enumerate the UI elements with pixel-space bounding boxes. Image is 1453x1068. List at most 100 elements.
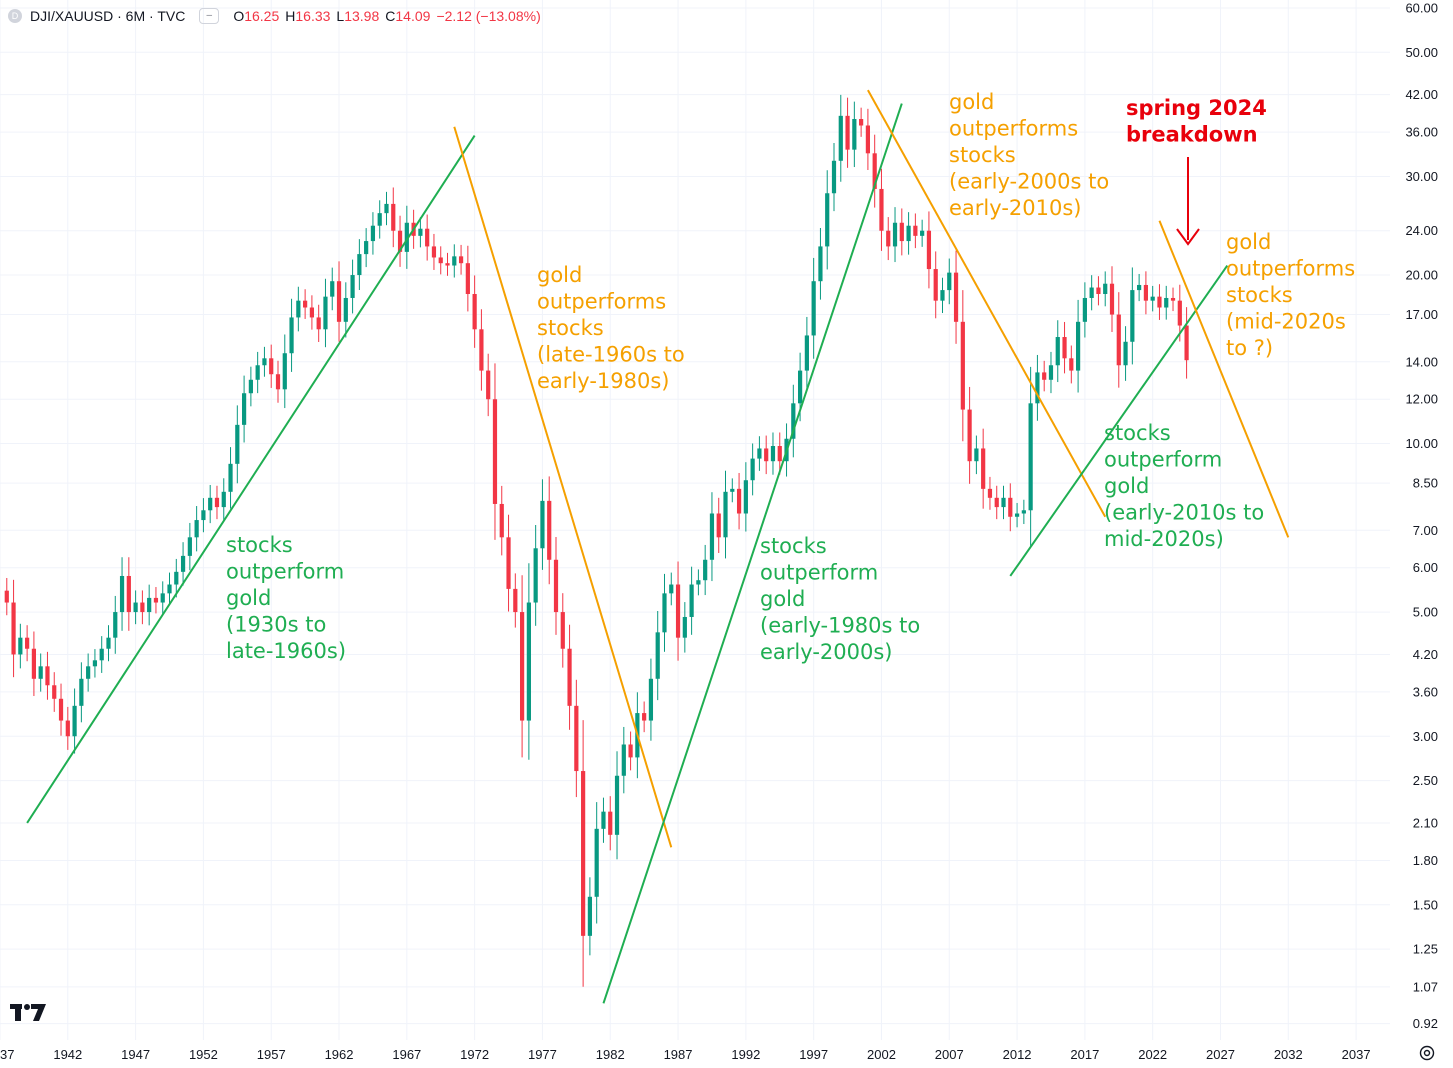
candle-body (391, 203, 396, 231)
low-value: 13.98 (344, 8, 380, 24)
candle-body (730, 488, 735, 492)
breakdown-arrow-head-icon (1176, 228, 1200, 246)
candle-body (492, 399, 498, 504)
candle-body (65, 720, 70, 737)
candle-body (920, 230, 925, 236)
y-tick-label: 1.07 (1413, 979, 1438, 994)
candle-body (1096, 287, 1101, 295)
collapse-toggle-icon[interactable]: – (199, 8, 220, 24)
candle-body (960, 321, 965, 410)
symbol-title[interactable]: DJI/XAUUSD · 6M · TVC (30, 8, 186, 24)
green-trendline (1009, 264, 1229, 577)
candle-body (248, 379, 253, 394)
candle-body (228, 463, 233, 492)
x-tick-label: 1947 (121, 1047, 150, 1062)
candle-body (431, 246, 437, 258)
time-axis[interactable]: 1937 1942 1947 1952 1957 1962 1967 1972 1977 1982… (0, 1047, 1371, 1062)
candle-body (913, 225, 918, 236)
candle-body (370, 225, 376, 242)
annotation-line: stocks (760, 534, 827, 558)
annotation-line: early-2010s) (949, 196, 1081, 220)
candle-body (648, 678, 654, 721)
candle-body (621, 744, 626, 776)
candle-body (404, 222, 409, 252)
orange-trendline (453, 126, 673, 848)
candle-body (662, 593, 667, 633)
candle-body (1157, 296, 1162, 308)
settings-gear-icon[interactable] (1418, 1044, 1436, 1062)
annotation-line: gold (760, 587, 805, 611)
price-axis[interactable]: 60.00 50.00 42.00 36.00 30.00 24.00 20.00 17.00… (1405, 0, 1438, 1031)
candle-body (838, 115, 843, 161)
candle-body (79, 678, 84, 706)
candle-body (723, 491, 728, 538)
x-tick-label: 1967 (392, 1047, 421, 1062)
x-tick-label: 1977 (528, 1047, 557, 1062)
tradingview-logo-icon[interactable] (10, 1000, 48, 1024)
candle-body (113, 612, 118, 638)
candle-body (716, 513, 721, 538)
annotation-line: stocks (1104, 421, 1171, 445)
y-tick-label: 7.00 (1413, 523, 1438, 538)
candle-body (906, 225, 911, 242)
candle-body (1008, 497, 1013, 517)
low-label: L (336, 8, 345, 24)
x-tick-label: 2032 (1274, 1047, 1303, 1062)
x-tick-label: 1962 (325, 1047, 354, 1062)
candle-body (445, 263, 450, 266)
change-value: −2.12 (−13.08%) (436, 8, 541, 24)
candle-body (872, 153, 877, 189)
y-tick-label: 10.00 (1405, 436, 1438, 451)
y-tick-label: 3.00 (1413, 729, 1438, 744)
symbol-logo-icon[interactable]: D (8, 9, 22, 23)
candle-body (255, 365, 260, 380)
y-tick-label: 24.00 (1405, 223, 1438, 238)
annotation-line: stocks (226, 533, 293, 557)
y-tick-label: 36.00 (1405, 125, 1438, 140)
candle-body (418, 228, 423, 236)
candle-body (458, 256, 464, 264)
annotation-line: outperforms (1226, 257, 1355, 281)
candle-body (940, 290, 945, 301)
annotation-line: gold (226, 586, 271, 610)
candle-body (397, 230, 403, 252)
candle-body (825, 193, 830, 247)
candle-body (38, 666, 43, 679)
candle-body (1001, 497, 1006, 508)
green-trendline (26, 135, 476, 824)
candle-body (818, 246, 823, 282)
candle-body (472, 294, 477, 330)
candle-body (1075, 321, 1081, 371)
candle-body (1109, 283, 1115, 315)
candle-body (994, 497, 999, 508)
candle-body (574, 705, 579, 772)
annotation-line: stocks (1226, 283, 1293, 307)
candle-body (1028, 403, 1033, 511)
green-trendline (602, 103, 903, 1004)
x-tick-label: 1987 (664, 1047, 693, 1062)
candle-body (133, 602, 138, 613)
annotation-line: (early-1980s to (760, 614, 920, 638)
candle-body (1062, 337, 1067, 359)
candle-body (865, 125, 871, 154)
candle-body (1143, 284, 1149, 301)
candle-body (987, 488, 993, 498)
candle-body (187, 537, 192, 556)
high-value: 16.33 (295, 8, 331, 24)
annotation-line: early-2000s) (760, 640, 892, 664)
candle-body (947, 272, 952, 291)
annotation-line: gold (949, 90, 994, 114)
y-tick-label: 5.00 (1413, 605, 1438, 620)
candle-body (384, 203, 389, 214)
annotation-line: to ?) (1226, 336, 1273, 360)
y-tick-label: 2.10 (1413, 815, 1438, 830)
candle-body (174, 571, 179, 585)
candle-body (757, 448, 762, 459)
candle-body (859, 119, 864, 126)
candle-body (99, 648, 104, 661)
candle-body (1048, 365, 1054, 380)
annotation-line: (early-2000s to (949, 170, 1109, 194)
candle-body (180, 555, 186, 572)
candle-body (309, 307, 315, 318)
